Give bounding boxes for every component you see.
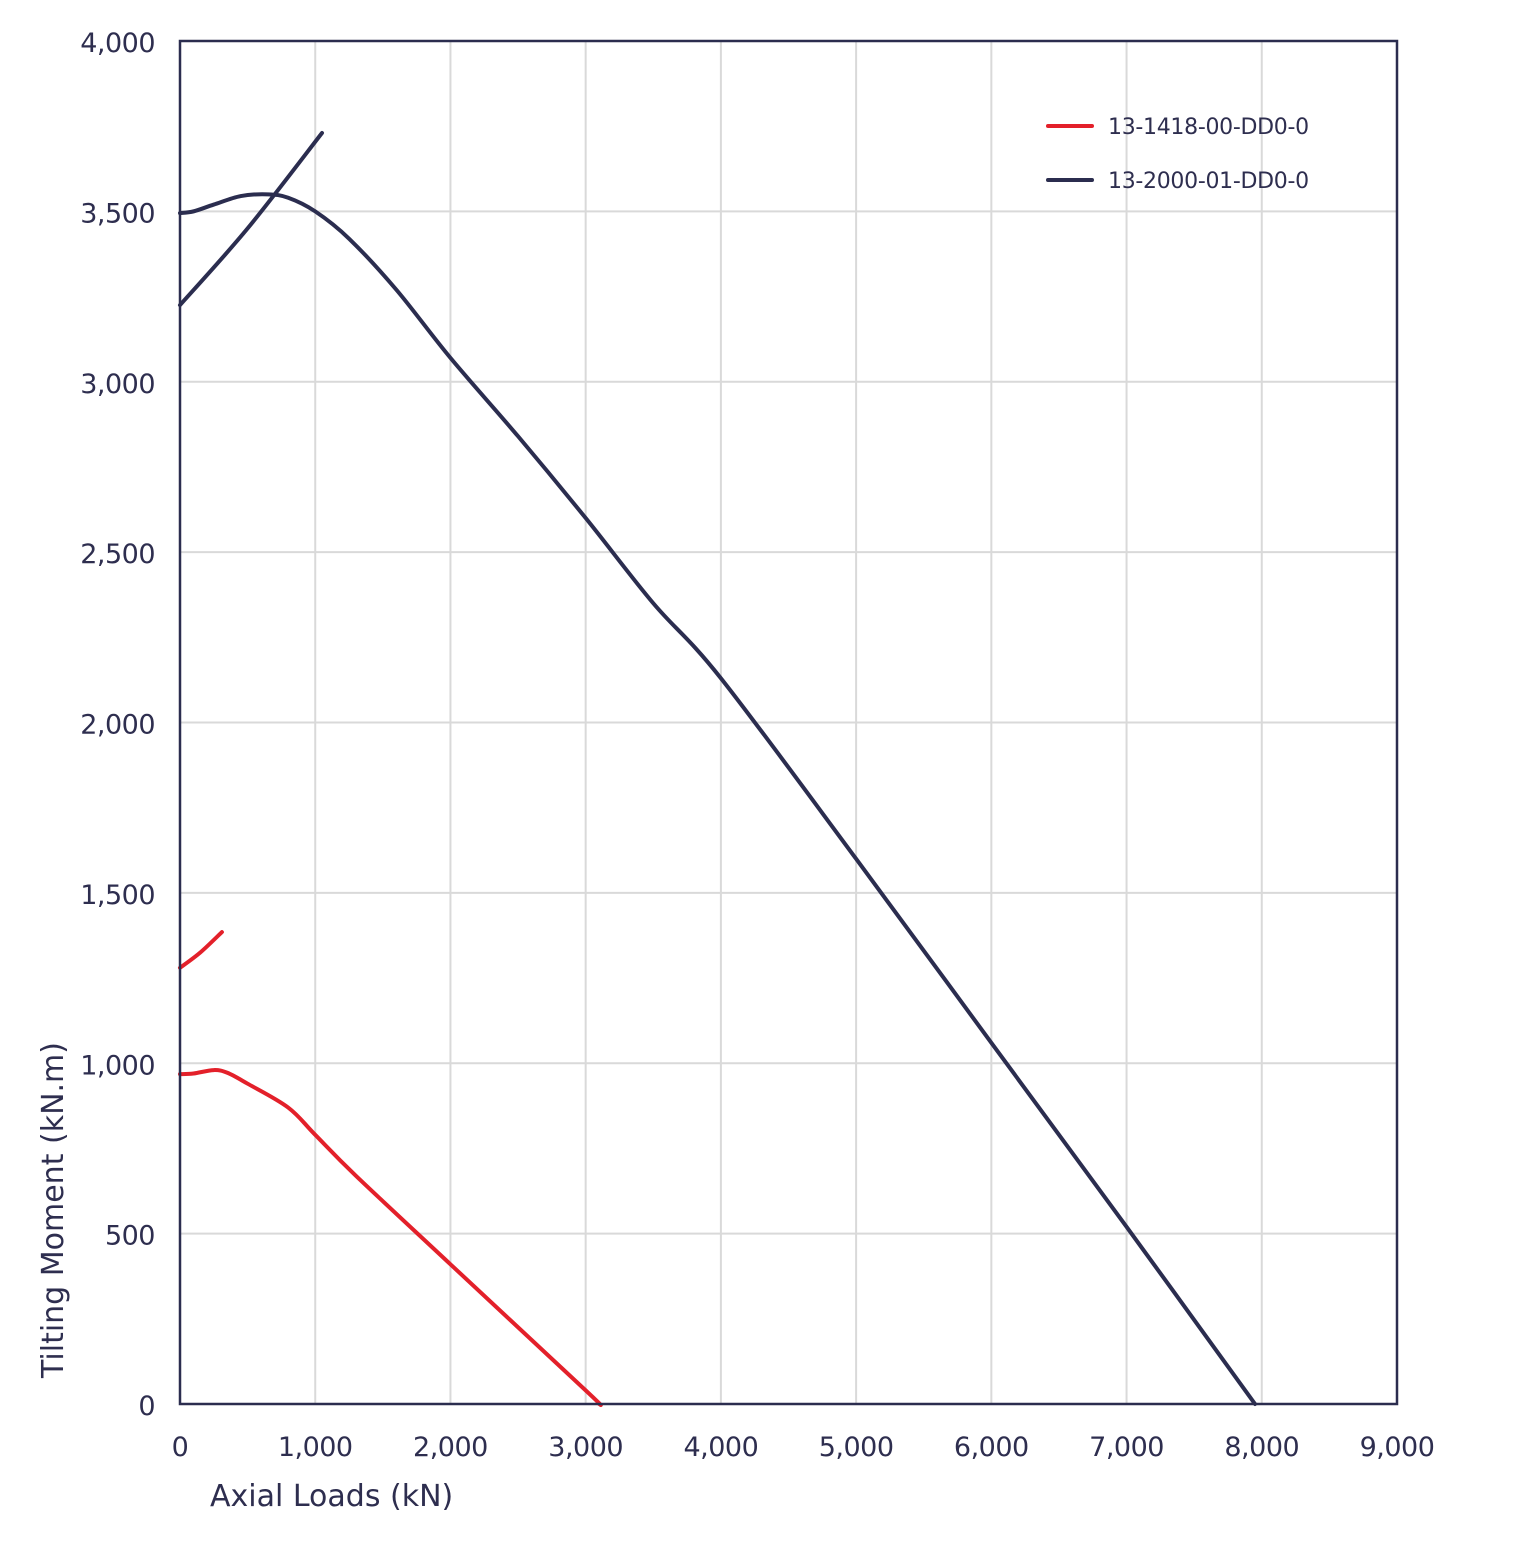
x-tick-label: 9,000 — [1360, 1432, 1435, 1463]
y-tick-label: 3,500 — [80, 198, 155, 229]
y-tick-label: 2,000 — [80, 710, 155, 741]
x-tick-label: 3,000 — [548, 1432, 623, 1463]
y-tick-label: 4,000 — [80, 28, 155, 59]
x-tick-label: 4,000 — [683, 1432, 758, 1463]
series-line-1-segment-2 — [178, 930, 224, 970]
legend: 13-1418-00-DD0-0 13-2000-01-DD0-0 — [1046, 115, 1309, 194]
x-tick-label: 2,000 — [413, 1432, 488, 1463]
series-line-1-segment-1 — [178, 1068, 603, 1408]
x-tick-label: 1,000 — [278, 1432, 353, 1463]
series-line-2-segment-2 — [178, 131, 324, 308]
x-axis-title: Axial Loads (kN) — [210, 1479, 453, 1514]
y-tick-label: 3,000 — [80, 369, 155, 400]
y-tick-label: 1,000 — [80, 1050, 155, 1081]
plot-area-frame — [178, 39, 1399, 1406]
x-tick-label: 8,000 — [1224, 1432, 1299, 1463]
y-tick-label: 500 — [105, 1221, 155, 1252]
y-tick-label: 2,500 — [80, 539, 155, 570]
legend-label: 13-1418-00-DD0-0 — [1108, 115, 1309, 140]
y-axis-ticks: 0 500 1,000 1,500 2,000 2,500 3,000 3,500 4,000 — [80, 28, 155, 1422]
x-tick-label: 0 — [172, 1432, 189, 1463]
series-line-2-segment-1 — [178, 192, 1258, 1406]
y-tick-label: 1,500 — [80, 880, 155, 911]
legend-label: 13-2000-01-DD0-0 — [1108, 169, 1309, 194]
x-axis-ticks: 0 1,000 2,000 3,000 4,000 5,000 6,000 7,000 8,00… — [172, 1432, 1435, 1463]
x-tick-label: 7,000 — [1089, 1432, 1164, 1463]
x-tick-label: 6,000 — [954, 1432, 1029, 1463]
y-axis-title: Tilting Moment (kN.m) — [36, 1042, 71, 1379]
grid — [180, 41, 1397, 1404]
series-lines — [178, 131, 1258, 1408]
x-tick-label: 5,000 — [819, 1432, 894, 1463]
y-tick-label: 0 — [138, 1391, 155, 1422]
